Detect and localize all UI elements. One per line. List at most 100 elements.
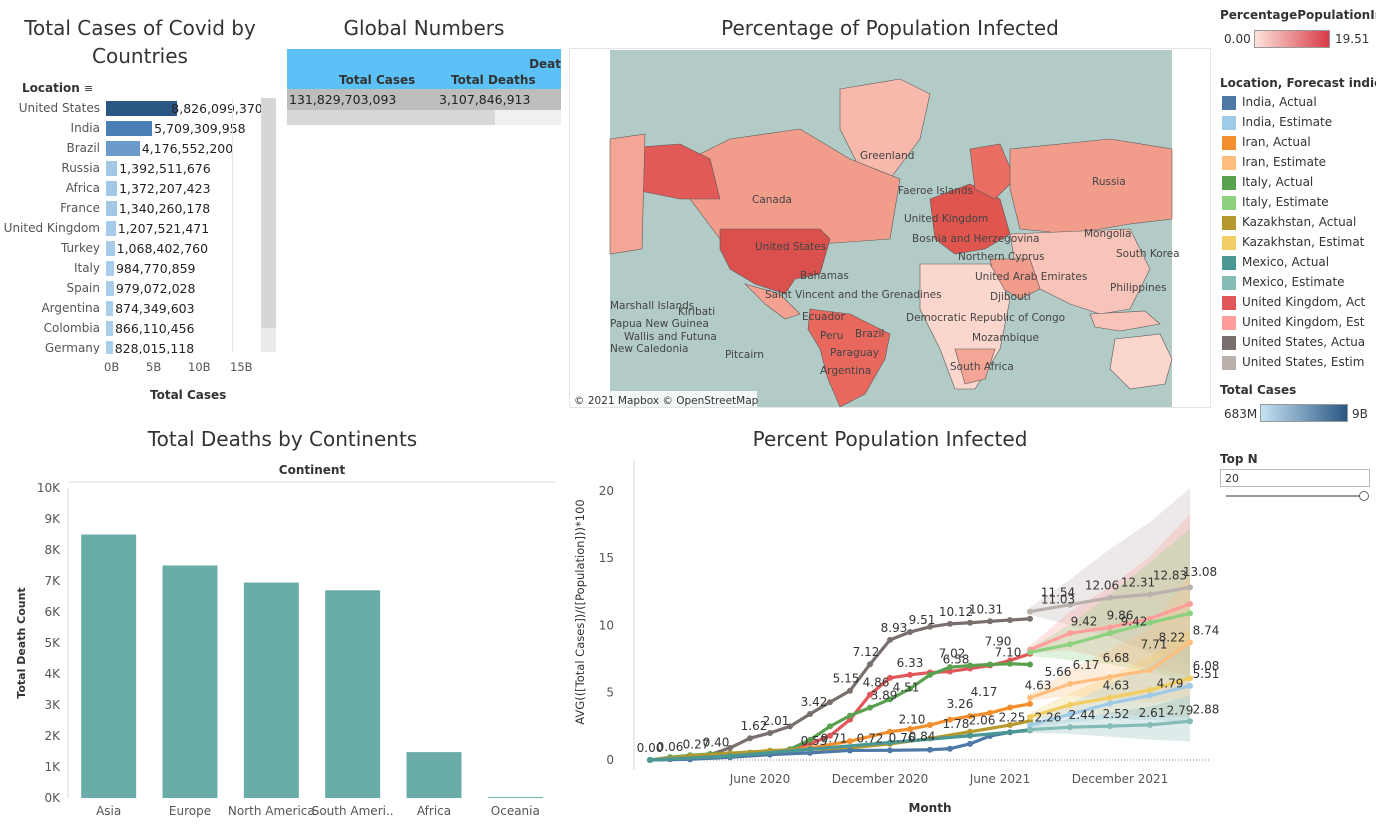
ppi-data-label: 6.33 — [897, 656, 924, 670]
country-bar[interactable] — [106, 281, 114, 296]
ppi-point — [1007, 704, 1013, 711]
legend-item[interactable]: Italy, Actual — [1222, 173, 1372, 193]
global-table-scrollbar[interactable] — [287, 110, 561, 125]
ppi-point — [727, 752, 733, 759]
countries-scrollbar[interactable] — [261, 98, 276, 352]
country-bar[interactable] — [106, 301, 114, 316]
ppi-point — [807, 746, 813, 753]
legend-item[interactable]: United States, Estim — [1222, 353, 1372, 373]
map-label: New Caledonia — [610, 343, 688, 355]
ppi-point — [1007, 660, 1013, 667]
legend-swatch — [1222, 136, 1236, 150]
country-bar[interactable] — [106, 221, 116, 236]
ppi-point — [847, 747, 853, 754]
ppi-data-label: 2.79 — [1167, 703, 1194, 717]
legend-item[interactable]: Mexico, Actual — [1222, 253, 1372, 273]
ppi-data-label: 0.53 — [801, 734, 828, 748]
topn-slider-track[interactable] — [1226, 495, 1364, 497]
map-label: Peru — [820, 330, 843, 342]
ppi-point — [967, 713, 973, 720]
legend-item[interactable]: Italy, Estimate — [1222, 193, 1372, 213]
location-header[interactable]: Location ≡ — [22, 81, 93, 95]
country-row[interactable]: Germany 828,015,118 — [0, 338, 270, 354]
legend-swatch — [1222, 336, 1236, 350]
global-col-total-deaths: Total Deaths — [451, 73, 536, 87]
countries-scrollbar-thumb[interactable] — [261, 98, 276, 328]
country-row[interactable]: United Kingdom 1,207,521,471 — [0, 218, 270, 238]
countries-x-tick: 0B — [104, 360, 120, 374]
country-row[interactable]: Spain 979,072,028 — [0, 278, 270, 298]
topn-input[interactable] — [1220, 469, 1370, 487]
country-row[interactable]: India 5,709,309,958 — [0, 118, 270, 138]
legend-item[interactable]: United States, Actua — [1222, 333, 1372, 353]
country-value: 874,349,603 — [115, 301, 195, 316]
country-bar[interactable] — [106, 201, 117, 216]
country-bar[interactable] — [106, 101, 178, 116]
country-bar[interactable] — [106, 341, 113, 354]
legend-label: United Kingdom, Act — [1242, 295, 1366, 309]
country-row[interactable]: Argentina 874,349,603 — [0, 298, 270, 318]
sort-icon[interactable]: ≡ — [83, 82, 94, 95]
ppi-point — [887, 674, 893, 681]
country-label: Africa — [65, 181, 100, 195]
ppi-data-label: 4.51 — [893, 680, 920, 694]
country-row[interactable]: Turkey 1,068,402,760 — [0, 238, 270, 258]
deaths-y-tick: 5K — [44, 636, 61, 650]
ppi-point — [927, 746, 933, 753]
global-table-scrollbar-thumb[interactable] — [287, 110, 495, 125]
legend-item[interactable]: Iran, Actual — [1222, 133, 1372, 153]
deaths-bar-chart: Continent Total Death Count 0K 1K 2K 3K 4K 5K 6K… — [15, 463, 556, 818]
ppi-y-tick: 0 — [606, 753, 614, 767]
map-label: Faeroe Islands — [898, 185, 973, 197]
country-row[interactable]: Italy 984,770,859 — [0, 258, 270, 278]
ppi-point — [947, 668, 953, 675]
global-total-cases-value: 131,829,703,093 — [289, 92, 397, 107]
ppi-data-label: 0.72 — [857, 731, 884, 745]
ppi-data-label: 5.66 — [1045, 665, 1072, 679]
ppi-point — [907, 726, 913, 733]
country-bar[interactable] — [106, 321, 113, 336]
country-row[interactable]: Colombia 866,110,456 — [0, 318, 270, 338]
ppi-data-label: 6.58 — [943, 652, 970, 666]
country-value: 1,392,511,676 — [119, 161, 211, 176]
legend-item[interactable]: India, Actual — [1222, 93, 1372, 113]
country-bar[interactable] — [106, 141, 140, 156]
legend-item[interactable]: Iran, Estimate — [1222, 153, 1372, 173]
legend-item[interactable]: India, Estimate — [1222, 113, 1372, 133]
ppi-data-label: 1.78 — [943, 717, 970, 731]
world-map[interactable]: Greenland Canada Faeroe Islands United K… — [569, 48, 1211, 408]
ppi-point — [1187, 718, 1193, 725]
legend-item[interactable]: United Kingdom, Est — [1222, 313, 1372, 333]
country-row[interactable]: Brazil 4,176,552,200 — [0, 138, 270, 158]
country-bar[interactable] — [106, 241, 115, 256]
world-map-canvas: Greenland Canada Faeroe Islands United K… — [571, 50, 1180, 407]
legend-label: Kazakhstan, Estimat — [1242, 235, 1365, 249]
country-bar[interactable] — [106, 161, 118, 176]
country-label: Colombia — [43, 321, 100, 335]
country-bar[interactable] — [106, 261, 114, 276]
country-value: 1,372,207,423 — [119, 181, 211, 196]
topn-slider-handle[interactable] — [1359, 491, 1369, 501]
ppi-data-label: 7.10 — [995, 645, 1022, 659]
country-bar[interactable] — [106, 121, 153, 136]
loc-legend-title: Location, Forecast indica... — [1220, 76, 1376, 90]
country-row[interactable]: United States 8,826,099,370 — [0, 98, 270, 118]
global-col-total-cases: Total Cases — [339, 73, 416, 87]
ppi-point — [1067, 601, 1073, 608]
country-row[interactable]: Russia 1,392,511,676 — [0, 158, 270, 178]
country-row[interactable]: Africa 1,372,207,423 — [0, 178, 270, 198]
ppi-point — [807, 710, 813, 717]
map-label: Argentina — [820, 365, 871, 377]
map-label: Democratic Republic of Congo — [906, 312, 1065, 324]
country-row[interactable]: France 1,340,260,178 — [0, 198, 270, 218]
legend-item[interactable]: Mexico, Estimate — [1222, 273, 1372, 293]
legend-item[interactable]: United Kingdom, Act — [1222, 293, 1372, 313]
ppi-data-label: 0.27 — [683, 737, 710, 751]
legend-item[interactable]: Kazakhstan, Actual — [1222, 213, 1372, 233]
legend-item[interactable]: Kazakhstan, Estimat — [1222, 233, 1372, 253]
ppi-point — [987, 709, 993, 716]
country-bar[interactable] — [106, 181, 118, 196]
ppi-point — [847, 687, 853, 694]
ppi-data-label: 13.08 — [1183, 565, 1217, 579]
ppi-data-label: 3.26 — [947, 697, 974, 711]
